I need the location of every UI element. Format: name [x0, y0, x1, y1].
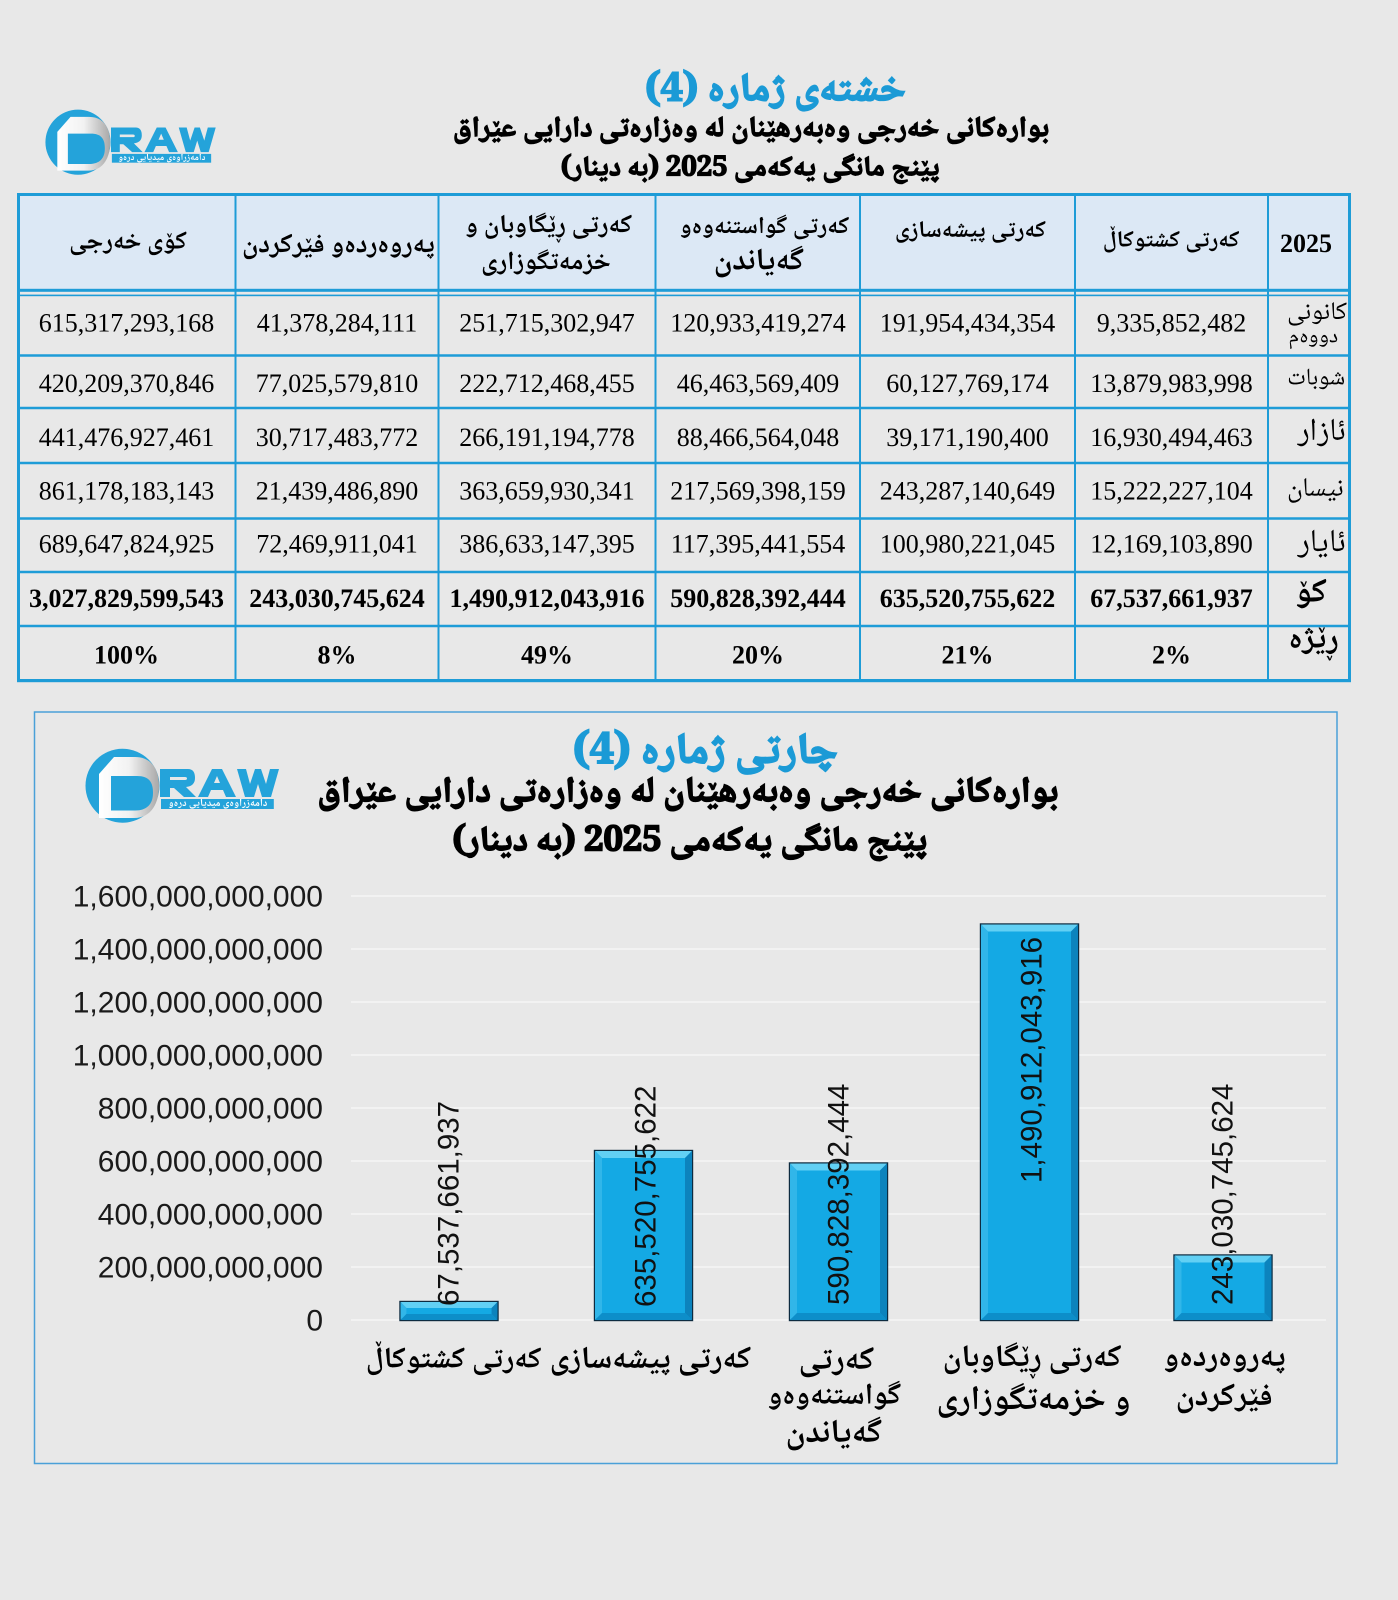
svg-text:635,520,755,622: 635,520,755,622	[880, 584, 1056, 613]
svg-text:222,712,468,455: 222,712,468,455	[459, 369, 635, 398]
svg-text:41,378,284,111: 41,378,284,111	[257, 309, 418, 338]
svg-text:590,828,392,444: 590,828,392,444	[823, 1084, 856, 1305]
svg-text:67,537,661,937: 67,537,661,937	[1090, 584, 1253, 613]
svg-text:200,000,000,000: 200,000,000,000	[98, 1252, 323, 1285]
svg-text:1,000,000,000,000: 1,000,000,000,000	[73, 1040, 323, 1073]
svg-text:615,317,293,168: 615,317,293,168	[39, 309, 215, 338]
svg-text:12,169,103,890: 12,169,103,890	[1090, 530, 1253, 559]
svg-text:635,520,755,622: 635,520,755,622	[630, 1086, 663, 1307]
svg-text:800,000,000,000: 800,000,000,000	[98, 1093, 323, 1126]
svg-text:243,287,140,649: 243,287,140,649	[880, 477, 1056, 506]
svg-text:15,222,227,104: 15,222,227,104	[1090, 477, 1253, 506]
svg-text:1,400,000,000,000: 1,400,000,000,000	[73, 934, 323, 967]
svg-text:0: 0	[306, 1305, 323, 1338]
svg-text:67,537,661,937: 67,537,661,937	[433, 1101, 466, 1306]
svg-text:600,000,000,000: 600,000,000,000	[98, 1146, 323, 1179]
svg-text:363,659,930,341: 363,659,930,341	[459, 477, 635, 506]
svg-text:21%: 21%	[942, 641, 994, 670]
svg-text:60,127,769,174: 60,127,769,174	[886, 369, 1049, 398]
svg-text:9,335,852,482: 9,335,852,482	[1097, 309, 1247, 338]
svg-text:1,200,000,000,000: 1,200,000,000,000	[73, 987, 323, 1020]
svg-text:21,439,486,890: 21,439,486,890	[256, 477, 419, 506]
svg-text:689,647,824,925: 689,647,824,925	[39, 530, 215, 559]
svg-text:100%: 100%	[94, 641, 159, 670]
svg-text:8%: 8%	[318, 641, 357, 670]
svg-text:49%: 49%	[521, 641, 573, 670]
svg-text:420,209,370,846: 420,209,370,846	[39, 369, 215, 398]
svg-text:861,178,183,143: 861,178,183,143	[39, 477, 215, 506]
svg-text:441,476,927,461: 441,476,927,461	[39, 423, 215, 452]
svg-text:386,633,147,395: 386,633,147,395	[459, 530, 635, 559]
svg-text:2%: 2%	[1152, 641, 1191, 670]
svg-text:88,466,564,048: 88,466,564,048	[677, 423, 840, 452]
svg-text:266,191,194,778: 266,191,194,778	[459, 423, 635, 452]
svg-text:46,463,569,409: 46,463,569,409	[677, 369, 840, 398]
svg-text:30,717,483,772: 30,717,483,772	[256, 423, 419, 452]
svg-text:120,933,419,274: 120,933,419,274	[670, 309, 846, 338]
svg-text:1,600,000,000,000: 1,600,000,000,000	[73, 881, 323, 914]
svg-text:1,490,912,043,916: 1,490,912,043,916	[1016, 937, 1049, 1183]
svg-text:13,879,983,998: 13,879,983,998	[1090, 369, 1253, 398]
svg-text:77,025,579,810: 77,025,579,810	[256, 369, 419, 398]
svg-text:100,980,221,045: 100,980,221,045	[880, 530, 1056, 559]
svg-text:590,828,392,444: 590,828,392,444	[670, 584, 846, 613]
svg-text:217,569,398,159: 217,569,398,159	[670, 477, 846, 506]
svg-text:3,027,829,599,543: 3,027,829,599,543	[29, 584, 224, 613]
svg-text:243,030,745,624: 243,030,745,624	[249, 584, 425, 613]
svg-text:400,000,000,000: 400,000,000,000	[98, 1199, 323, 1232]
svg-text:243,030,745,624: 243,030,745,624	[1207, 1084, 1240, 1305]
svg-text:191,954,434,354: 191,954,434,354	[880, 309, 1056, 338]
svg-text:117,395,441,554: 117,395,441,554	[671, 530, 846, 559]
svg-text:39,171,190,400: 39,171,190,400	[886, 423, 1049, 452]
svg-text:2025: 2025	[1280, 229, 1332, 258]
svg-text:1,490,912,043,916: 1,490,912,043,916	[450, 584, 645, 613]
svg-text:16,930,494,463: 16,930,494,463	[1090, 423, 1253, 452]
svg-text:251,715,302,947: 251,715,302,947	[459, 309, 635, 338]
svg-text:72,469,911,041: 72,469,911,041	[256, 530, 418, 559]
svg-text:20%: 20%	[732, 641, 784, 670]
